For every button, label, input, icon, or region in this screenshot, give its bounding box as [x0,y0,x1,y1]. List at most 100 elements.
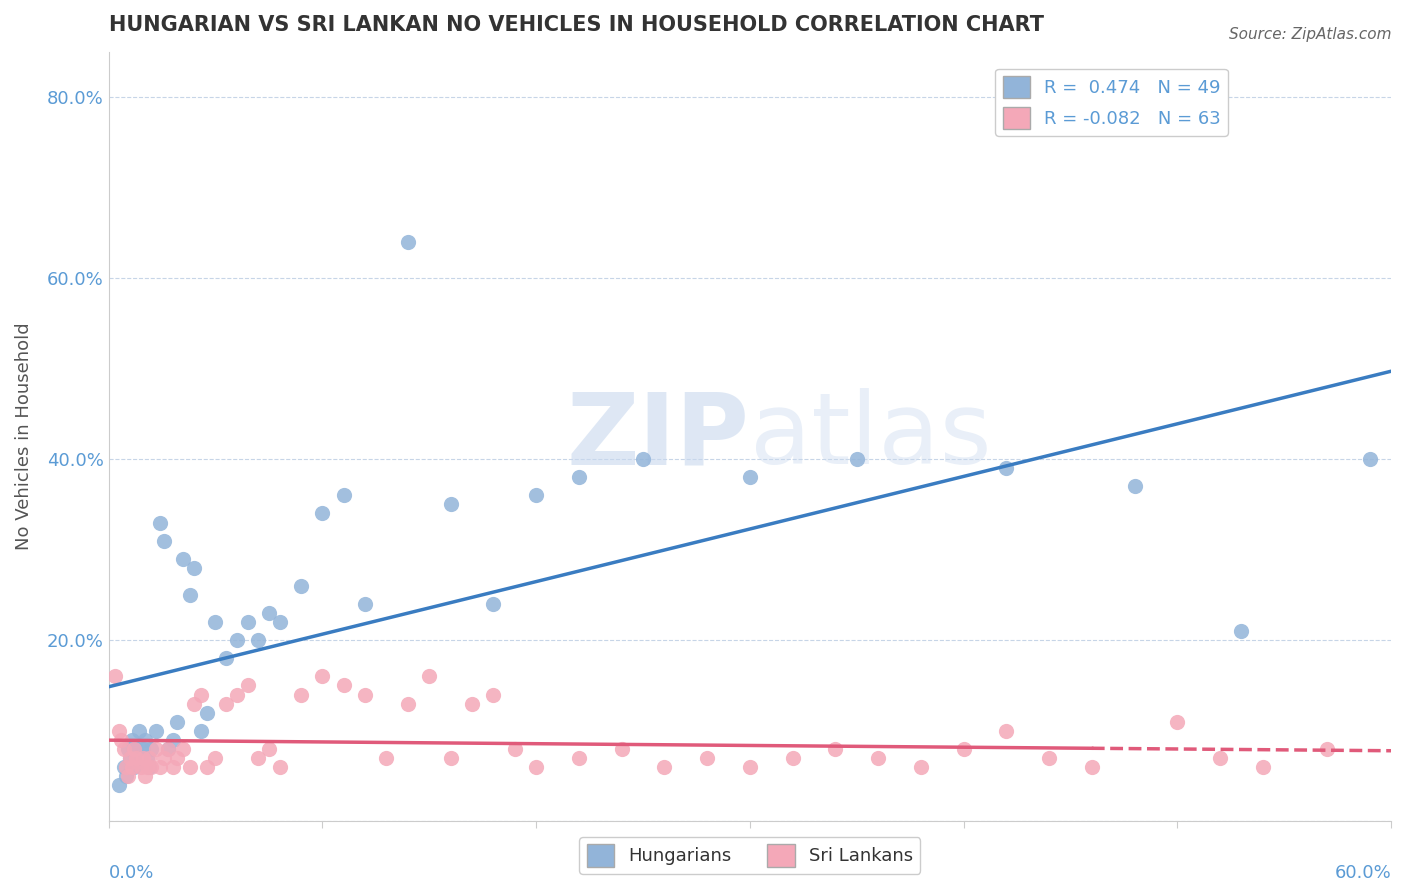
Point [631,452,654,467]
Point [183,697,205,711]
Point [121,760,143,774]
Point [122,741,145,756]
Point [738,760,761,774]
Point [257,741,280,756]
Point [225,633,247,648]
Point [354,688,377,702]
Point [439,497,461,511]
Point [215,651,238,665]
Point [1038,751,1060,765]
Point [149,760,172,774]
Point [136,751,159,765]
Point [141,741,163,756]
Point [125,751,148,765]
Point [108,778,131,792]
Point [247,633,270,648]
Point [269,760,291,774]
Point [738,470,761,484]
Point [166,714,188,729]
Point [145,741,167,756]
Point [204,751,226,765]
Text: 0.0%: 0.0% [108,863,155,881]
Point [225,688,247,702]
Point [125,741,148,756]
Point [138,751,160,765]
Point [138,760,160,774]
Point [132,751,155,765]
Point [134,732,156,747]
Point [114,769,136,783]
Point [157,741,180,756]
Legend: Hungarians, Sri Lankans: Hungarians, Sri Lankans [579,838,921,874]
Point [439,751,461,765]
Point [1358,452,1381,467]
Point [215,697,238,711]
Point [568,751,591,765]
Point [568,470,591,484]
Point [1251,760,1274,774]
Point [162,760,184,774]
Point [136,760,159,774]
Point [995,723,1018,738]
Point [129,751,152,765]
Point [172,741,194,756]
Point [610,741,633,756]
Text: ZIP: ZIP [567,388,749,485]
Text: HUNGARIAN VS SRI LANKAN NO VEHICLES IN HOUSEHOLD CORRELATION CHART: HUNGARIAN VS SRI LANKAN NO VEHICLES IN H… [108,15,1043,35]
Point [418,669,440,683]
Point [1081,760,1104,774]
Point [845,452,868,467]
Point [190,688,212,702]
Point [311,669,333,683]
Point [114,760,136,774]
Point [524,760,547,774]
Point [149,516,172,530]
Point [204,615,226,629]
Point [108,723,131,738]
Point [257,606,280,620]
Point [1209,751,1232,765]
Point [332,488,354,502]
Point [1123,479,1146,493]
Point [112,760,135,774]
Text: atlas: atlas [749,388,991,485]
Point [153,533,176,548]
Point [153,751,176,765]
Point [247,751,270,765]
Point [122,760,145,774]
Point [134,769,156,783]
Point [1166,714,1188,729]
Point [375,751,398,765]
Point [290,688,312,702]
Point [1316,741,1339,756]
Point [104,669,127,683]
Point [190,723,212,738]
Point [396,235,419,249]
Point [396,697,419,711]
Point [290,579,312,593]
Point [269,615,291,629]
Point [157,741,180,756]
Point [524,488,547,502]
Point [145,723,167,738]
Point [482,688,505,702]
Point [110,732,132,747]
Point [236,615,259,629]
Point [354,597,377,611]
Point [166,751,188,765]
Point [995,461,1018,475]
Point [332,678,354,692]
Point [236,678,259,692]
Point [195,760,218,774]
Point [172,551,194,566]
Point [503,741,526,756]
Point [118,751,141,765]
Text: 60.0%: 60.0% [1334,863,1391,881]
Point [696,751,718,765]
Point [183,561,205,575]
Point [162,732,184,747]
Text: Source: ZipAtlas.com: Source: ZipAtlas.com [1229,27,1392,42]
Point [652,760,675,774]
Point [952,741,974,756]
Point [824,741,846,756]
